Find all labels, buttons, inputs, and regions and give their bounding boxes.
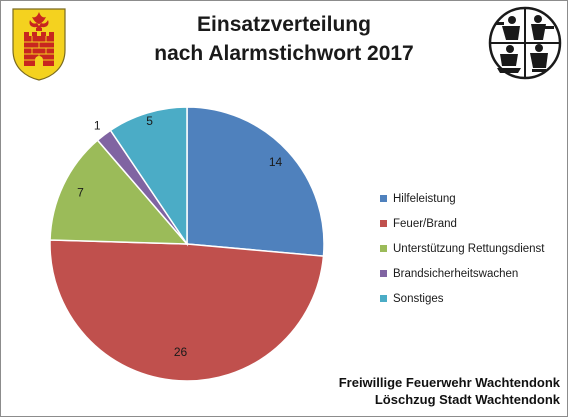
chart-title-line-1: Einsatzverteilung xyxy=(197,13,371,36)
firefighter-emblem-logo xyxy=(488,6,562,80)
legend-item-3: Unterstützung Rettungsdienst xyxy=(380,236,545,261)
legend-label-2: Feuer/Brand xyxy=(393,217,457,230)
pie-data-label-3: 7 xyxy=(77,185,84,199)
legend-item-4: Brandsicherheitswachen xyxy=(380,261,545,286)
legend-swatch-1 xyxy=(380,195,387,202)
pie-data-label-4: 1 xyxy=(94,119,101,133)
pie-data-label-5: 5 xyxy=(146,114,153,128)
legend-item-5: Sonstiges xyxy=(380,286,545,311)
coat-of-arms-logo xyxy=(12,8,66,81)
legend-swatch-3 xyxy=(380,245,387,252)
footer-line-1: Freiwillige Feuerwehr Wachtendonk xyxy=(338,375,560,390)
pie-data-label-1: 14 xyxy=(269,155,283,169)
legend-label-3: Unterstützung Rettungsdienst xyxy=(393,242,545,255)
legend-label-1: Hilfeleistung xyxy=(393,192,456,205)
footer-line-2: Löschzug Stadt Wachtendonk xyxy=(374,392,560,407)
pie-slice-3 xyxy=(49,139,189,245)
legend-label-4: Brandsicherheitswachen xyxy=(393,267,519,280)
legend: Hilfeleistung Feuer/Brand Unterstützung Re… xyxy=(380,186,545,311)
legend-swatch-2 xyxy=(380,220,387,227)
chart-title-line-2: nach Alarmstichwort 2017 xyxy=(154,42,414,65)
legend-item-1: Hilfeleistung xyxy=(380,186,545,211)
pie-slice-5 xyxy=(109,106,188,247)
legend-label-5: Sonstiges xyxy=(393,292,444,305)
footer: Freiwillige Feuerwehr Wachtendonk Löschz… xyxy=(300,374,560,408)
legend-swatch-5 xyxy=(380,295,387,302)
pie-slice-1 xyxy=(186,106,325,257)
legend-swatch-4 xyxy=(380,270,387,277)
legend-item-2: Feuer/Brand xyxy=(380,211,545,236)
pie-data-label-2: 26 xyxy=(174,345,188,359)
pie-slice-2 xyxy=(49,239,325,382)
chart-title: Einsatzverteilung nach Alarmstichwort 20… xyxy=(0,10,568,68)
